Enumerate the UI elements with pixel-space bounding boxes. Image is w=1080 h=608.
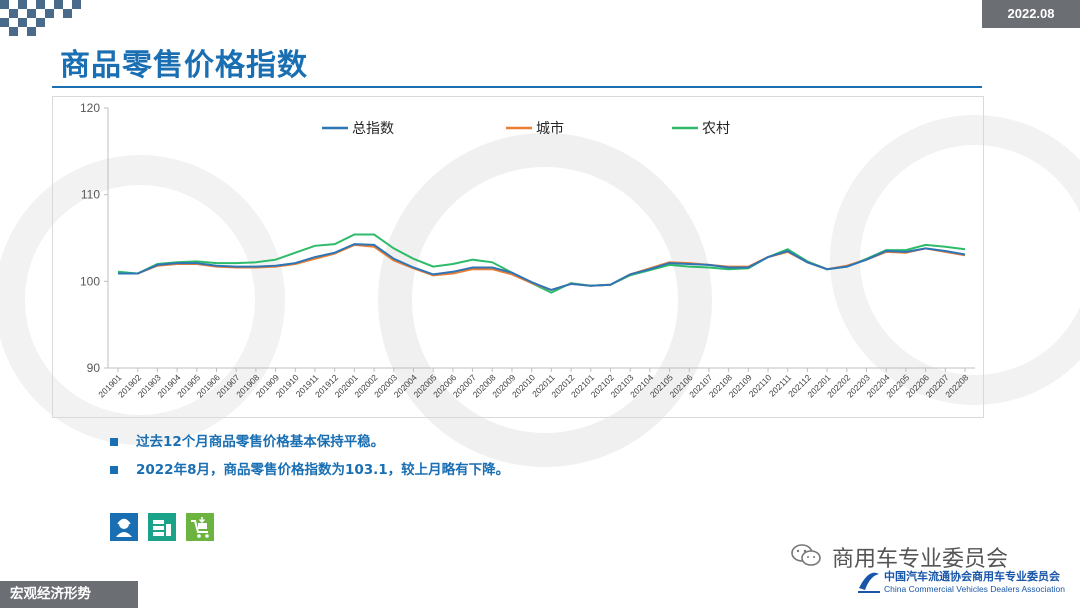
- series-line-2: [117, 233, 966, 294]
- bullet-item: 过去12个月商品零售价格基本保持平稳。: [110, 428, 509, 456]
- section-footer: 宏观经济形势: [0, 581, 138, 608]
- bullet-text: 过去12个月商品零售价格基本保持平稳。: [136, 434, 385, 450]
- y-tick-label: 90: [87, 361, 101, 375]
- association-logo-icon: [858, 572, 880, 593]
- bullet-text: 2022年8月，商品零售价格指数为103.1，较上月略有下降。: [136, 462, 510, 478]
- legend-label: 农村: [702, 121, 730, 137]
- association-name-cn: 中国汽车流通协会商用车专业委员会: [884, 570, 1060, 583]
- page-title: 商品零售价格指数: [60, 48, 308, 83]
- y-tick-label: 100: [80, 274, 100, 288]
- chart-frame: [52, 96, 984, 418]
- money-stack-icon: [148, 513, 176, 541]
- legend-label: 城市: [536, 120, 564, 137]
- bullet-item: 2022年8月，商品零售价格指数为103.1，较上月略有下降。: [110, 456, 509, 484]
- title-divider: [52, 86, 982, 88]
- service-person-icon: [110, 513, 138, 541]
- bullet-square-icon: [110, 438, 118, 446]
- corner-pattern-decoration: [0, 0, 81, 36]
- date-tag: 2022.08: [982, 0, 1080, 28]
- y-tick-label: 120: [80, 101, 100, 115]
- y-tick-label: 110: [81, 188, 100, 202]
- series-line-0: [118, 243, 966, 292]
- legend-label: 总指数: [352, 121, 394, 137]
- bullet-list: 过去12个月商品零售价格基本保持平稳。 2022年8月，商品零售价格指数为103…: [110, 428, 509, 484]
- line-chart: 9010011012020190120190220190320190420190…: [80, 101, 975, 399]
- wechat-icon: [791, 544, 821, 566]
- shopping-cart-icon: [186, 513, 214, 541]
- association-name-en: China Commercial Vehicles Dealers Associ…: [884, 584, 1065, 594]
- wechat-account-name: 商用车专业委员会: [832, 547, 1009, 572]
- bullet-square-icon: [110, 466, 118, 474]
